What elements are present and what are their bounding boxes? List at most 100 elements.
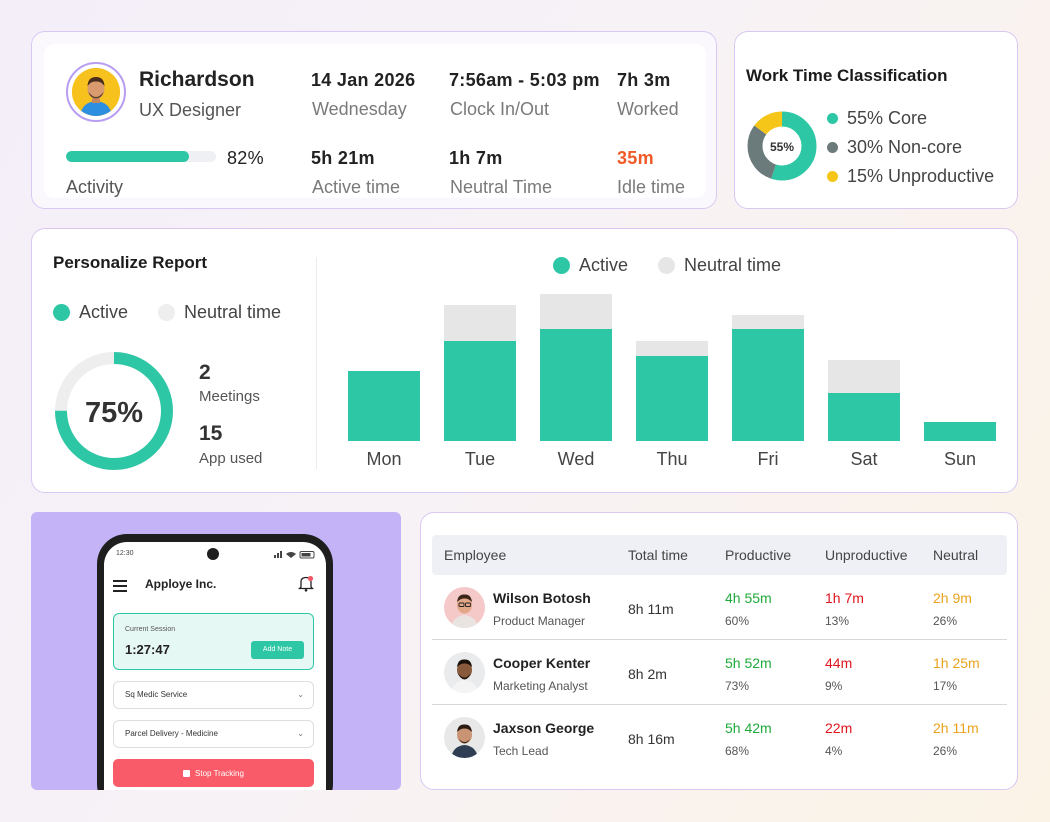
notification-bell-icon[interactable]: [298, 575, 314, 592]
total-time: 8h 16m: [628, 731, 675, 747]
productive-percent: 60%: [725, 614, 750, 628]
donut-slice-2: [747, 111, 817, 181]
x-tick-wed: Wed: [558, 449, 595, 469]
x-tick-sun: Sun: [944, 449, 976, 469]
activity-label: Activity: [66, 177, 124, 197]
chart-legend-active: Active: [553, 255, 628, 276]
header-total-time[interactable]: Total time: [628, 547, 688, 563]
chart-legend-neutral: Neutral time: [658, 255, 781, 276]
session-timer: 1:27:47: [125, 642, 170, 657]
bar-sat-neutral[interactable]: [828, 360, 900, 393]
donut-center-label: 55%: [770, 140, 794, 154]
legend-core-label: 55% Core: [847, 108, 928, 128]
apps-label: App used: [199, 450, 263, 467]
task-select[interactable]: Parcel Delivery - Medicine ⌄: [113, 720, 314, 748]
apps-count: 15: [199, 422, 223, 445]
employee-name: Cooper Kenter: [493, 655, 591, 671]
bar-thu-active[interactable]: [636, 356, 708, 441]
clock-label: Clock In/Out: [450, 99, 550, 119]
employee-avatar: [444, 652, 485, 693]
bar-mon-active[interactable]: [348, 371, 420, 441]
chart-neutral-dot: [658, 257, 675, 274]
bar-wed-neutral[interactable]: [540, 294, 612, 329]
unproductive-time: 1h 7m: [825, 590, 864, 606]
table-header: Employee Total time Productive Unproduct…: [432, 535, 1007, 575]
work-time-classification-card: Work Time Classification 55% 55% Core 30…: [734, 31, 1018, 209]
neutral-time: 2h 11m: [933, 720, 979, 736]
legend-core: 55% Core: [827, 108, 927, 129]
ring-center-label: 75%: [85, 397, 143, 429]
bar-sun-active[interactable]: [924, 422, 996, 441]
neutral-time: 2h 9m: [933, 590, 972, 606]
active-percent-ring: 75%: [55, 352, 173, 470]
report-title: Personalize Report: [53, 253, 207, 272]
activity-progress-bar: [66, 151, 216, 162]
date-value: 14 Jan 2026: [311, 70, 416, 90]
project-select[interactable]: Sq Medic Service ⌄: [113, 681, 314, 709]
table-row[interactable]: Jaxson George Tech Lead 8h 16m 5h 42m 68…: [432, 705, 1007, 770]
table-row[interactable]: Cooper Kenter Marketing Analyst 8h 2m 5h…: [432, 640, 1007, 705]
employee-avatar: [444, 717, 485, 758]
employee-name: Wilson Botosh: [493, 590, 591, 606]
bar-fri-neutral[interactable]: [732, 315, 804, 329]
phone-screen: 12:30 Apploye Inc. Current Session 1:27:…: [104, 542, 326, 790]
phone-status-time: 12:30: [116, 550, 134, 557]
stop-tracking-button[interactable]: Stop Tracking: [113, 759, 314, 787]
bar-thu-neutral[interactable]: [636, 341, 708, 356]
productive-time: 5h 42m: [725, 720, 772, 736]
bar-tue-neutral[interactable]: [444, 305, 516, 341]
bar-fri-active[interactable]: [732, 329, 804, 441]
add-note-button[interactable]: Add Note: [251, 641, 304, 659]
neutral-percent: 26%: [933, 614, 958, 628]
active-time-label: Active time: [312, 177, 401, 197]
unproductive-percent: 13%: [825, 614, 850, 628]
neutral-time-value: 1h 7m: [449, 148, 503, 168]
weekly-bar-chart: Mon Tue Wed Thu Fri Sat Sun: [348, 294, 996, 469]
status-icons: [274, 551, 315, 559]
meetings-label: Meetings: [199, 388, 260, 405]
productive-time: 4h 55m: [725, 590, 772, 606]
chart-active-dot: [553, 257, 570, 274]
unproductive-dot: [827, 171, 838, 182]
neutral-dot: [158, 304, 175, 321]
unproductive-time: 22m: [825, 720, 853, 736]
profile-card: Richardson UX Designer 14 Jan 2026 Wedne…: [31, 31, 717, 209]
employee-title: Marketing Analyst: [493, 679, 588, 693]
table-row[interactable]: Wilson Botosh Product Manager 8h 11m 4h …: [432, 575, 1007, 640]
mobile-app-preview: 12:30 Apploye Inc. Current Session 1:27:…: [31, 512, 401, 790]
user-avatar[interactable]: [66, 62, 126, 122]
bar-tue-active[interactable]: [444, 341, 516, 441]
report-legend-neutral: Neutral time: [158, 302, 281, 323]
x-tick-tue: Tue: [465, 449, 495, 469]
unproductive-time: 44m: [825, 655, 853, 671]
user-name: Richardson: [139, 68, 255, 91]
legend-unproductive: 15% Unproductive: [827, 166, 994, 187]
employee-name: Jaxson George: [493, 720, 595, 736]
x-tick-thu: Thu: [656, 449, 687, 469]
activity-percent: 82%: [227, 148, 264, 168]
non-core-dot: [827, 142, 838, 153]
hamburger-menu-icon[interactable]: [113, 580, 127, 592]
active-time-value: 5h 21m: [311, 148, 375, 168]
header-unproductive[interactable]: Unproductive: [825, 547, 908, 563]
day-label: Wednesday: [312, 99, 407, 119]
bar-sat-active[interactable]: [828, 393, 900, 441]
chevron-down-icon: ⌄: [297, 690, 304, 699]
productive-percent: 68%: [725, 744, 750, 758]
header-employee[interactable]: Employee: [444, 547, 507, 563]
unproductive-percent: 4%: [825, 744, 843, 758]
productive-time: 5h 52m: [725, 655, 772, 671]
profile-summary: Richardson UX Designer 14 Jan 2026 Wedne…: [44, 44, 706, 198]
idle-time-value: 35m: [617, 148, 654, 168]
header-productive[interactable]: Productive: [725, 547, 792, 563]
header-neutral[interactable]: Neutral: [933, 547, 979, 563]
neutral-percent: 26%: [933, 744, 958, 758]
chevron-down-icon: ⌄: [297, 729, 304, 738]
ring-progress-arc: [55, 352, 173, 470]
classification-title: Work Time Classification: [746, 66, 948, 85]
legend-non-core-label: 30% Non-core: [847, 137, 963, 157]
phone-frame: 12:30 Apploye Inc. Current Session 1:27:…: [97, 534, 333, 790]
bar-wed-active[interactable]: [540, 329, 612, 441]
donut-slice-1: [747, 111, 817, 181]
core-dot: [827, 113, 838, 124]
